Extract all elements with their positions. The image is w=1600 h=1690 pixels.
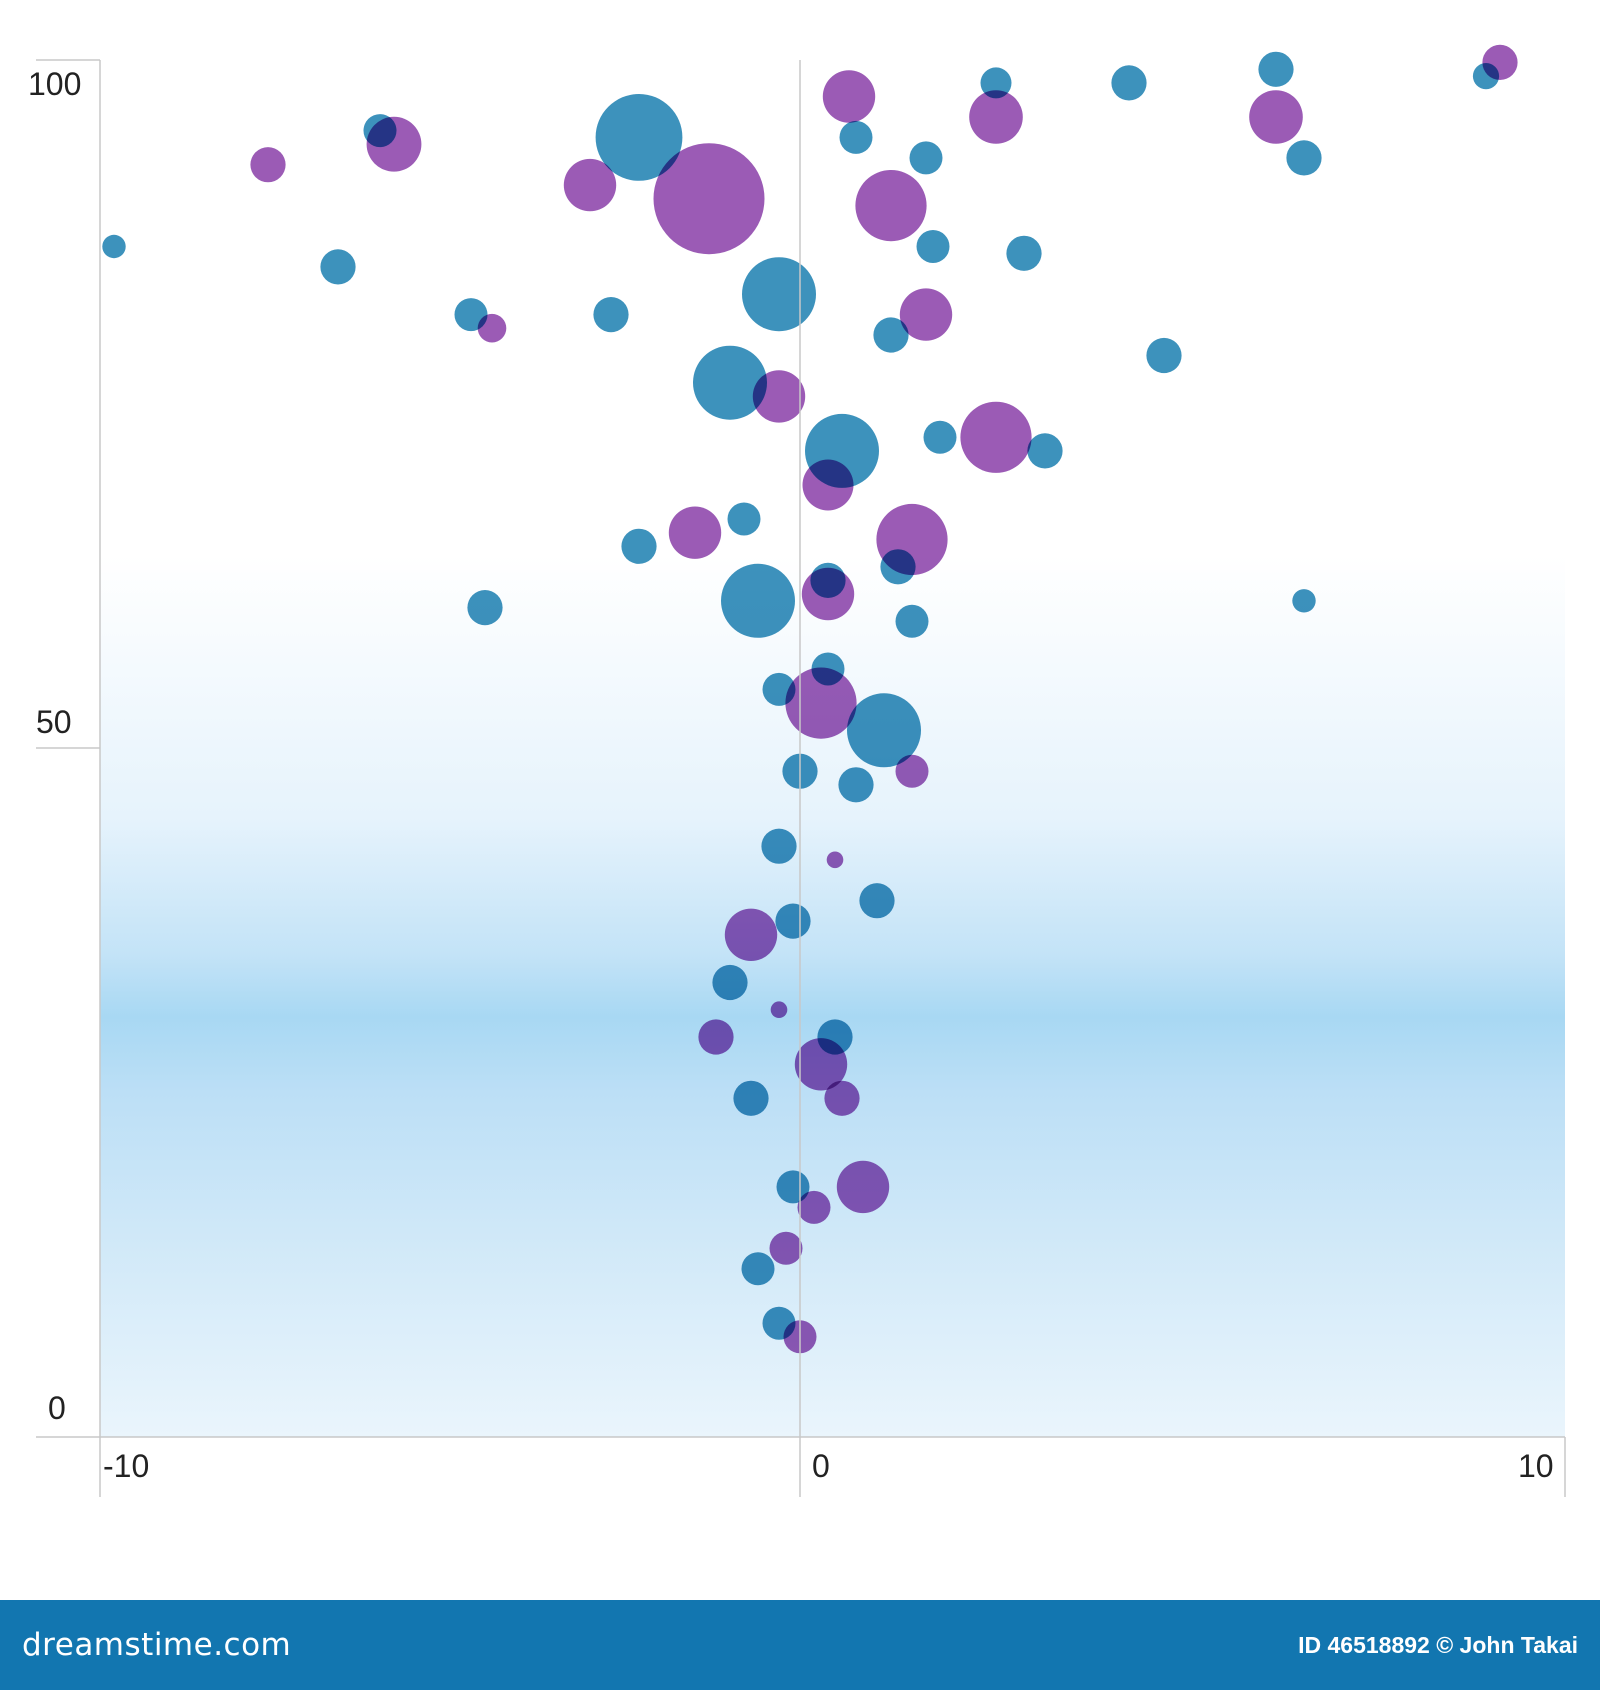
bubble-blue: [721, 563, 795, 638]
bubble-blue: [320, 249, 356, 285]
y-tick-label: 0: [48, 1390, 66, 1426]
bubble-purple: [836, 1160, 890, 1214]
tick-labels: 100 50 0 -10 0 10: [28, 66, 1554, 1484]
bubble-layer: [102, 44, 1518, 1354]
footer-bar: dreamstime.com ID 46518892 © John Takai: [0, 1600, 1600, 1690]
bubble-blue: [727, 502, 761, 536]
bubble-purple: [563, 158, 617, 212]
bubble-purple: [250, 147, 286, 183]
bubble-purple: [822, 70, 876, 123]
bubble-blue: [1286, 140, 1322, 176]
bubble-blue: [1006, 235, 1042, 271]
bubble-blue: [742, 257, 816, 332]
bubble-purple: [668, 506, 722, 559]
x-tick-label: 10: [1518, 1448, 1554, 1484]
bubble-blue: [761, 828, 797, 864]
bubble-blue: [467, 590, 503, 626]
bubble-purple: [801, 567, 855, 621]
bubble-blue: [895, 604, 929, 638]
bubble-chart: 100 50 0 -10 0 10: [28, 44, 1566, 1497]
footer-brand[interactable]: dreamstime.com: [22, 1627, 292, 1663]
bubble-blue: [595, 93, 683, 181]
bubble-purple: [366, 116, 422, 172]
bubble-blue: [621, 528, 657, 564]
bubble-blue: [1111, 65, 1147, 101]
bubble-purple: [855, 170, 927, 242]
bubble-blue: [1258, 51, 1294, 87]
bubble-blue: [712, 964, 748, 1001]
bubble-blue: [838, 767, 874, 803]
bubble-purple: [724, 908, 778, 961]
bubble-purple: [899, 288, 953, 341]
bubble-blue: [1027, 433, 1063, 469]
bubble-blue: [1146, 337, 1182, 374]
bubble-purple: [826, 851, 844, 869]
bubble-purple: [969, 90, 1023, 144]
bubble-blue: [1292, 589, 1316, 613]
bubble-purple: [477, 313, 507, 343]
bubble-purple: [769, 1231, 803, 1265]
axes: [36, 59, 1566, 1497]
bubble-blue: [859, 883, 895, 919]
footer-credit: ID 46518892 © John Takai: [1298, 1631, 1578, 1658]
bubble-blue: [980, 67, 1012, 99]
bubble-purple: [770, 1001, 788, 1018]
bubble-blue: [102, 234, 126, 259]
bubble-purple: [1249, 90, 1303, 144]
bubble-purple: [802, 459, 854, 511]
bubble-purple: [698, 1019, 734, 1055]
bubble-purple: [752, 370, 806, 423]
x-tick-label: -10: [103, 1448, 149, 1484]
bubble-purple: [960, 401, 1032, 473]
plot-background: [100, 60, 1565, 1437]
bubble-purple: [876, 503, 948, 576]
bubble-blue: [923, 420, 957, 454]
bubble-blue: [916, 230, 950, 263]
bubble-blue: [733, 1080, 769, 1116]
bubble-blue: [593, 297, 629, 333]
y-tick-label: 100: [28, 66, 81, 102]
bubble-blue: [776, 1170, 810, 1204]
x-tick-label: 0: [812, 1448, 830, 1484]
bubble-purple: [794, 1038, 848, 1091]
bubble-blue: [909, 141, 943, 175]
bubble-blue: [847, 693, 921, 768]
bubble-purple: [1482, 44, 1518, 80]
bubble-blue: [741, 1252, 775, 1286]
bubble-purple: [895, 754, 929, 788]
bubble-blue: [775, 903, 811, 939]
y-tick-label: 50: [36, 704, 72, 740]
bubble-purple: [653, 143, 765, 255]
bubble-blue: [693, 345, 767, 420]
bubble-purple: [797, 1190, 831, 1224]
bubble-blue: [873, 317, 909, 353]
bubble-purple: [824, 1080, 860, 1116]
bubble-blue: [839, 120, 873, 154]
bubble-purple: [785, 667, 857, 739]
